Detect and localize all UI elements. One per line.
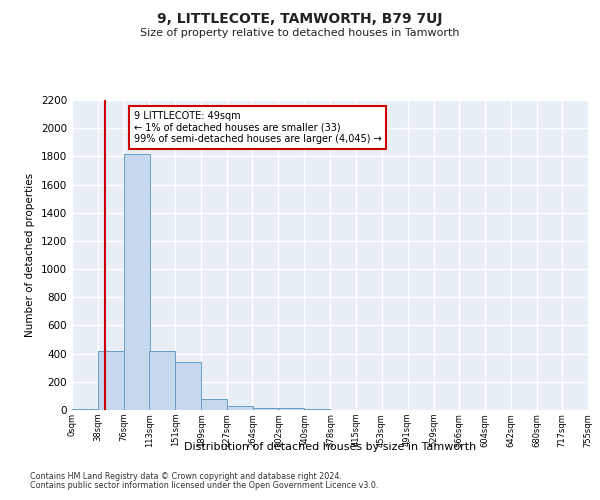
Text: 9 LITTLECOTE: 49sqm
← 1% of detached houses are smaller (33)
99% of semi-detache: 9 LITTLECOTE: 49sqm ← 1% of detached hou… [134,112,381,144]
Text: Distribution of detached houses by size in Tamworth: Distribution of detached houses by size … [184,442,476,452]
Y-axis label: Number of detached properties: Number of detached properties [25,173,35,337]
Text: Contains public sector information licensed under the Open Government Licence v3: Contains public sector information licen… [30,481,379,490]
Bar [253,408,278,410]
Text: Contains HM Land Registry data © Crown copyright and database right 2024.: Contains HM Land Registry data © Crown c… [30,472,342,481]
Text: 9, LITTLECOTE, TAMWORTH, B79 7UJ: 9, LITTLECOTE, TAMWORTH, B79 7UJ [157,12,443,26]
Bar [227,406,253,410]
Bar [98,351,124,410]
Bar [149,351,175,410]
Bar [278,408,304,410]
Bar [72,408,98,410]
Text: Size of property relative to detached houses in Tamworth: Size of property relative to detached ho… [140,28,460,38]
Bar [124,154,150,410]
Bar [175,362,201,410]
Bar [202,400,227,410]
